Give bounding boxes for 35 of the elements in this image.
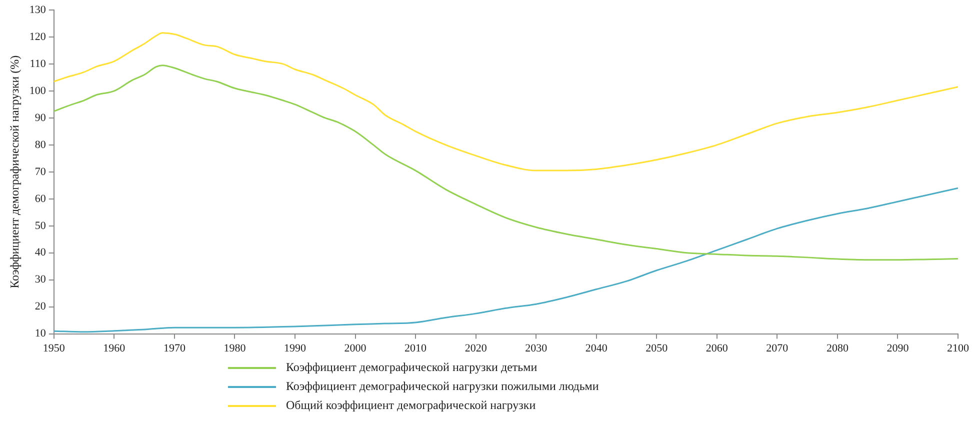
y-tick-label: 110 [30,58,46,70]
y-tick-label: 20 [34,300,46,313]
x-tick-label: 2010 [404,342,428,354]
x-tick-label: 2040 [585,342,608,354]
line-series [54,64,958,261]
y-tick-label: 30 [34,274,46,286]
y-tick-label: 70 [34,166,46,178]
y-tick-label: 90 [34,112,46,124]
y-tick-label: 50 [34,220,46,232]
y-tick-label: 60 [34,192,46,205]
x-tick-label: 2100 [947,342,970,354]
y-tick-label: 10 [34,328,46,340]
legend-label: Коэффициент демографической нагрузки пожилыми людьми [286,379,599,394]
y-tick-label: 120 [29,30,46,43]
line-series [54,32,958,172]
x-tick-label: 1980 [224,342,246,354]
x-tick-label: 2080 [826,342,849,354]
x-tick-label: 2050 [646,342,668,354]
legend-label: Коэффициент демографической нагрузки детьми [286,360,538,375]
y-tick-label: 80 [34,138,46,151]
x-tick-label: 1960 [103,342,126,354]
x-tick-label: 1970 [163,342,186,354]
y-axis-title: Коэффициент демографической нагрузки (%) [7,55,22,288]
x-tick-label: 2070 [766,342,789,354]
x-tick-label: 1950 [42,342,66,354]
x-tick-label: 2000 [344,342,367,354]
x-tick-label: 2020 [464,342,488,354]
legend-label: Общий коэффициент демографической нагрузки [286,398,536,413]
y-tick-label: 130 [29,4,46,16]
y-tick-label: 40 [34,246,46,259]
x-tick-label: 1990 [284,342,306,354]
y-tick-label: 100 [29,84,46,97]
x-tick-label: 2030 [525,342,548,354]
x-tick-label: 2090 [886,342,910,354]
x-tick-label: 2060 [706,342,728,354]
